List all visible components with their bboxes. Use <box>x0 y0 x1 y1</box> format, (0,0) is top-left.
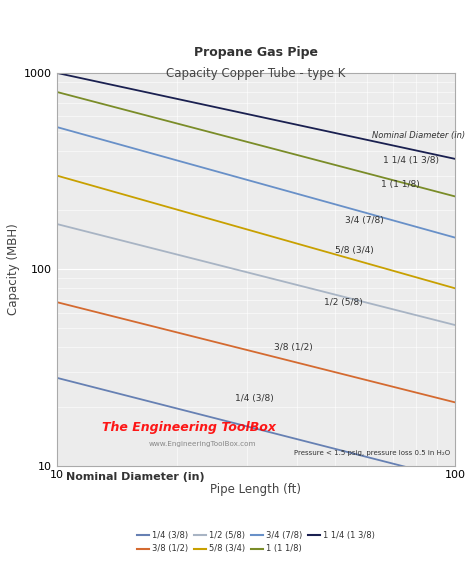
1 1/4 (1 3/8) <box>54 70 60 76</box>
Text: 1/2 (5/8): 1/2 (5/8) <box>325 298 363 307</box>
3/8 (1/2) <box>452 399 458 406</box>
3/4 (7/8) <box>54 124 60 131</box>
1/4 (3/8) <box>54 374 60 381</box>
Text: Nominal Diameter (in): Nominal Diameter (in) <box>66 472 205 482</box>
1 1/4 (1 3/8) <box>452 155 458 162</box>
1 1/4 (1 3/8) <box>146 90 152 96</box>
1/2 (5/8) <box>292 281 297 288</box>
1 (1 1/8) <box>452 193 458 200</box>
1/4 (3/8) <box>146 398 152 405</box>
Text: 1 1/4 (1 3/8): 1 1/4 (1 3/8) <box>383 155 439 164</box>
1 (1 1/8) <box>259 142 265 149</box>
1/2 (5/8) <box>432 316 438 323</box>
Text: The Engineering ToolBox: The Engineering ToolBox <box>102 421 276 434</box>
5/8 (3/4) <box>420 276 426 283</box>
3/4 (7/8) <box>432 229 438 236</box>
3/8 (1/2) <box>420 391 426 398</box>
1 (1 1/8) <box>54 89 60 95</box>
1/2 (5/8) <box>420 314 426 320</box>
1 1/4 (1 3/8) <box>420 149 426 155</box>
1/4 (3/8) <box>432 471 438 478</box>
3/8 (1/2) <box>292 358 297 365</box>
Line: 3/8 (1/2): 3/8 (1/2) <box>57 302 455 402</box>
3/8 (1/2) <box>146 322 152 329</box>
Line: 1/2 (5/8): 1/2 (5/8) <box>57 224 455 325</box>
1/4 (3/8) <box>292 435 297 442</box>
3/4 (7/8) <box>452 234 458 241</box>
3/4 (7/8) <box>130 145 136 151</box>
1/4 (3/8) <box>420 468 426 475</box>
Line: 3/4 (7/8): 3/4 (7/8) <box>57 127 455 238</box>
Line: 5/8 (3/4): 5/8 (3/4) <box>57 176 455 288</box>
1 1/4 (1 3/8) <box>432 151 438 158</box>
1/2 (5/8) <box>452 321 458 328</box>
1/2 (5/8) <box>146 244 152 251</box>
5/8 (3/4) <box>259 231 265 237</box>
Text: Capacity Copper Tube - type K: Capacity Copper Tube - type K <box>166 67 346 80</box>
5/8 (3/4) <box>432 279 438 286</box>
Text: 3/8 (1/2): 3/8 (1/2) <box>273 343 312 352</box>
Text: Pressure < 1.5 psig, pressure loss 0.5 in H₂O: Pressure < 1.5 psig, pressure loss 0.5 i… <box>294 450 450 456</box>
Text: 1 (1 1/8): 1 (1 1/8) <box>381 180 419 189</box>
5/8 (3/4) <box>130 194 136 201</box>
3/4 (7/8) <box>146 149 152 156</box>
Text: 5/8 (3/4): 5/8 (3/4) <box>335 246 374 255</box>
3/8 (1/2) <box>259 351 265 357</box>
X-axis label: Pipe Length (ft): Pipe Length (ft) <box>210 483 301 496</box>
1/4 (3/8) <box>130 394 136 401</box>
Y-axis label: Capacity (MBH): Capacity (MBH) <box>7 223 20 315</box>
5/8 (3/4) <box>452 285 458 292</box>
3/4 (7/8) <box>420 226 426 232</box>
Text: 3/4 (7/8): 3/4 (7/8) <box>345 215 384 224</box>
Text: 1/4 (3/8): 1/4 (3/8) <box>235 394 273 403</box>
1/2 (5/8) <box>130 240 136 247</box>
1/4 (3/8) <box>259 427 265 434</box>
Text: Nominal Diameter (in): Nominal Diameter (in) <box>373 131 465 140</box>
Text: www.EngineeringToolBox.com: www.EngineeringToolBox.com <box>149 440 256 447</box>
1 1/4 (1 3/8) <box>130 86 136 93</box>
3/4 (7/8) <box>259 181 265 187</box>
3/8 (1/2) <box>54 299 60 306</box>
Line: 1/4 (3/8): 1/4 (3/8) <box>57 378 455 480</box>
1/4 (3/8) <box>452 476 458 483</box>
1 (1 1/8) <box>130 109 136 116</box>
1 1/4 (1 3/8) <box>259 114 265 121</box>
5/8 (3/4) <box>54 172 60 179</box>
Line: 1 (1 1/8): 1 (1 1/8) <box>57 92 455 196</box>
3/8 (1/2) <box>130 318 136 325</box>
5/8 (3/4) <box>146 199 152 205</box>
Text: Propane Gas Pipe: Propane Gas Pipe <box>194 46 318 59</box>
3/8 (1/2) <box>432 394 438 401</box>
1/2 (5/8) <box>54 220 60 227</box>
1 (1 1/8) <box>420 185 426 191</box>
1 (1 1/8) <box>432 188 438 195</box>
1 (1 1/8) <box>292 151 297 158</box>
Line: 1 1/4 (1 3/8): 1 1/4 (1 3/8) <box>57 73 455 159</box>
5/8 (3/4) <box>292 240 297 246</box>
Legend: 1/4 (3/8), 3/8 (1/2), 1/2 (5/8), 5/8 (3/4), 3/4 (7/8), 1 (1 1/8), 1 1/4 (1 3/8): 1/4 (3/8), 3/8 (1/2), 1/2 (5/8), 5/8 (3/… <box>133 528 379 557</box>
3/4 (7/8) <box>292 190 297 196</box>
1/2 (5/8) <box>259 273 265 279</box>
1 (1 1/8) <box>146 113 152 119</box>
1 1/4 (1 3/8) <box>292 121 297 127</box>
